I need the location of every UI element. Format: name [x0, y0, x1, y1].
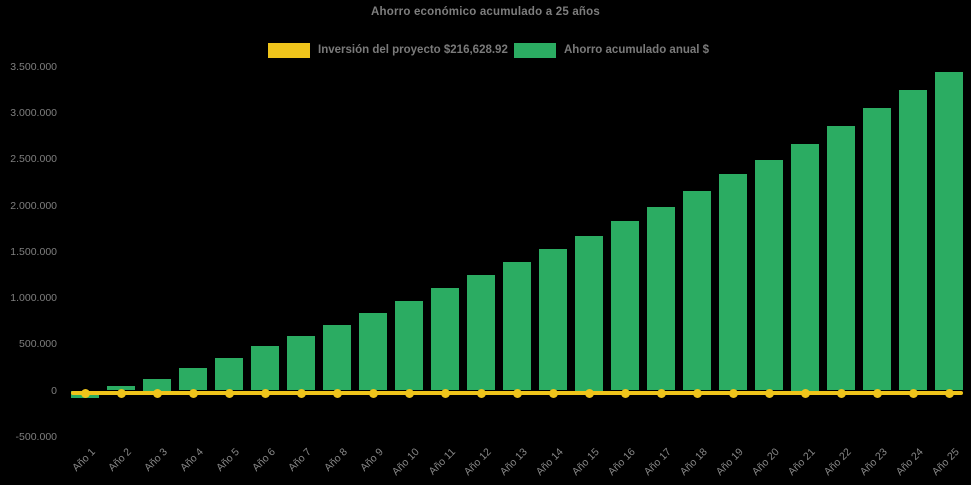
x-tick-label: Año 12: [461, 446, 494, 479]
x-tick-label: Año 10: [389, 446, 422, 479]
line-marker-icon: [620, 388, 630, 398]
bar: [683, 191, 711, 391]
bar: [107, 386, 135, 391]
line-marker-icon: [836, 388, 846, 398]
line-marker-icon: [116, 388, 126, 398]
bar: [539, 249, 567, 391]
bar: [863, 108, 891, 391]
x-tick-label: Año 19: [713, 446, 746, 479]
y-tick-label: -500.000: [15, 430, 57, 443]
bar: [287, 335, 315, 391]
bar: [935, 71, 963, 391]
bar: [359, 312, 387, 391]
x-tick-label: Año 16: [605, 446, 638, 479]
y-tick-label: 2.000.000: [10, 199, 57, 212]
bar: [827, 126, 855, 391]
line-marker-icon: [548, 388, 558, 398]
line-marker-icon: [764, 388, 774, 398]
bar: [431, 288, 459, 391]
bar: [899, 90, 927, 391]
y-tick-label: 3.500.000: [10, 60, 57, 73]
line-marker-icon: [728, 388, 738, 398]
line-marker-icon: [440, 388, 450, 398]
line-marker-icon: [800, 388, 810, 398]
y-tick-label: 500.000: [19, 338, 57, 351]
x-tick-label: Año 4: [177, 446, 206, 474]
bar: [791, 143, 819, 391]
x-tick-label: Año 1: [69, 446, 98, 474]
bar: [755, 160, 783, 391]
line-marker-icon: [656, 388, 666, 398]
savings-legend-label: Ahorro acumulado anual $: [564, 44, 710, 56]
investment-legend-swatch-icon: [268, 42, 310, 58]
line-marker-icon: [908, 388, 918, 398]
line-marker-icon: [188, 388, 198, 398]
bar: [179, 368, 207, 391]
bar: [251, 346, 279, 391]
x-tick-label: Año 21: [785, 446, 818, 479]
line-marker-icon: [80, 388, 90, 398]
bar: [647, 206, 675, 391]
bar: [143, 378, 171, 391]
line-marker-icon: [368, 388, 378, 398]
legend-item-savings: Ahorro acumulado anual $: [514, 42, 709, 58]
x-tick-label: Año 2: [105, 446, 134, 474]
line-marker-icon: [512, 388, 522, 398]
line-marker-icon: [584, 388, 594, 398]
line-marker-icon: [296, 388, 306, 398]
y-tick-label: 0: [51, 384, 57, 397]
bar: [503, 262, 531, 391]
x-tick-label: Año 22: [821, 446, 854, 479]
bar: [395, 301, 423, 391]
x-tick-label: Año 17: [641, 446, 674, 479]
x-tick-label: Año 18: [677, 446, 710, 479]
x-tick-label: Año 13: [497, 446, 530, 479]
line-marker-icon: [944, 388, 954, 398]
x-tick-label: Año 9: [357, 446, 386, 474]
legend-item-investment: Inversión del proyecto $216,628.92: [268, 42, 508, 58]
bar: [611, 221, 639, 391]
x-tick-label: Año 8: [321, 446, 350, 474]
x-tick-label: Año 24: [893, 446, 926, 479]
x-tick-label: Año 11: [426, 446, 458, 478]
savings-legend-swatch-icon: [514, 42, 556, 58]
x-tick-label: Año 15: [569, 446, 602, 479]
bar: [467, 275, 495, 391]
bar: [719, 174, 747, 391]
x-tick-label: Año 23: [857, 446, 890, 479]
y-tick-label: 3.000.000: [10, 107, 57, 119]
x-tick-label: Año 5: [213, 446, 242, 474]
line-marker-icon: [692, 388, 702, 398]
bar: [323, 324, 351, 391]
x-tick-label: Año 14: [533, 446, 566, 479]
x-tick-label: Año 6: [249, 446, 278, 474]
x-tick-label: Año 20: [749, 446, 782, 479]
x-tick-label: Año 7: [285, 446, 314, 474]
x-tick-label: Año 25: [929, 446, 962, 479]
line-marker-icon: [224, 388, 234, 398]
line-marker-icon: [404, 388, 414, 398]
line-marker-icon: [332, 388, 342, 398]
line-marker-icon: [872, 388, 882, 398]
y-tick-label: 1.500.000: [10, 245, 57, 258]
x-tick-label: Año 3: [141, 446, 170, 474]
bar: [575, 236, 603, 391]
investment-legend-label: Inversión del proyecto $216,628.92: [318, 44, 508, 56]
line-marker-icon: [260, 388, 270, 398]
chart-title: Ahorro económico acumulado a 25 años: [371, 6, 600, 18]
y-tick-label: 1.000.000: [10, 292, 57, 304]
bar: [215, 357, 243, 391]
line-marker-icon: [476, 388, 486, 398]
line-marker-icon: [152, 388, 162, 398]
y-tick-label: 2.500.000: [10, 153, 57, 166]
